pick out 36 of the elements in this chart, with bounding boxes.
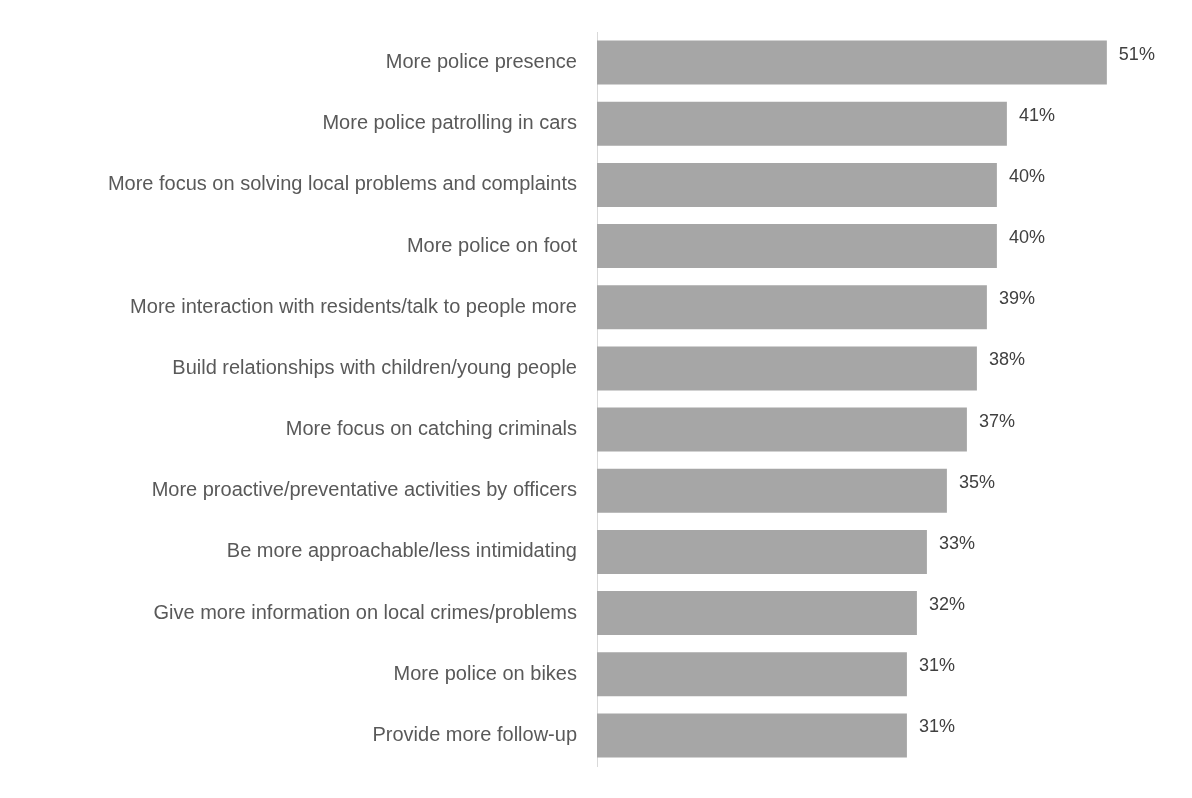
data-label: 32%: [928, 594, 965, 615]
data-label: 37%: [978, 410, 1015, 431]
y-tick-label: More police on foot: [406, 233, 578, 256]
bar: [597, 591, 917, 636]
bar: [597, 162, 997, 207]
bar: [597, 40, 1107, 85]
bar: [597, 346, 977, 391]
y-tick-label: Provide more follow-up: [372, 722, 577, 745]
data-label: 41%: [1018, 104, 1055, 125]
y-tick-label: More police on bikes: [393, 661, 577, 684]
bar: [597, 529, 927, 574]
bar: [597, 285, 987, 330]
data-label: 33%: [938, 532, 975, 553]
y-tick-label: Build relationships with children/young people: [172, 355, 577, 378]
data-label: 31%: [918, 716, 955, 737]
y-tick-label: More focus on catching criminals: [285, 417, 577, 440]
bar: [597, 468, 947, 513]
data-label: 39%: [998, 288, 1035, 309]
bar: [597, 224, 997, 269]
bar: [597, 101, 1007, 146]
data-label: 40%: [1008, 165, 1045, 186]
y-tick-label: More police patrolling in cars: [322, 111, 577, 134]
y-tick-label: More proactive/preventative activities by officers: [151, 478, 577, 501]
data-label: 40%: [1008, 227, 1045, 248]
data-label: 31%: [918, 655, 955, 676]
y-tick-label: More police presence: [385, 50, 577, 73]
bar: [597, 652, 907, 697]
bar: [597, 713, 907, 758]
data-label: 51%: [1118, 43, 1155, 64]
y-tick-label: More interaction with residents/talk to people more: [130, 294, 577, 317]
y-tick-label: Give more information on local crimes/problems: [153, 600, 577, 623]
data-label: 35%: [958, 471, 995, 492]
y-tick-label: Be more approachable/less intimidating: [226, 539, 577, 562]
data-label: 38%: [988, 349, 1025, 370]
bar: [597, 407, 967, 452]
y-tick-label: More focus on solving local problems and complaints: [107, 172, 577, 195]
